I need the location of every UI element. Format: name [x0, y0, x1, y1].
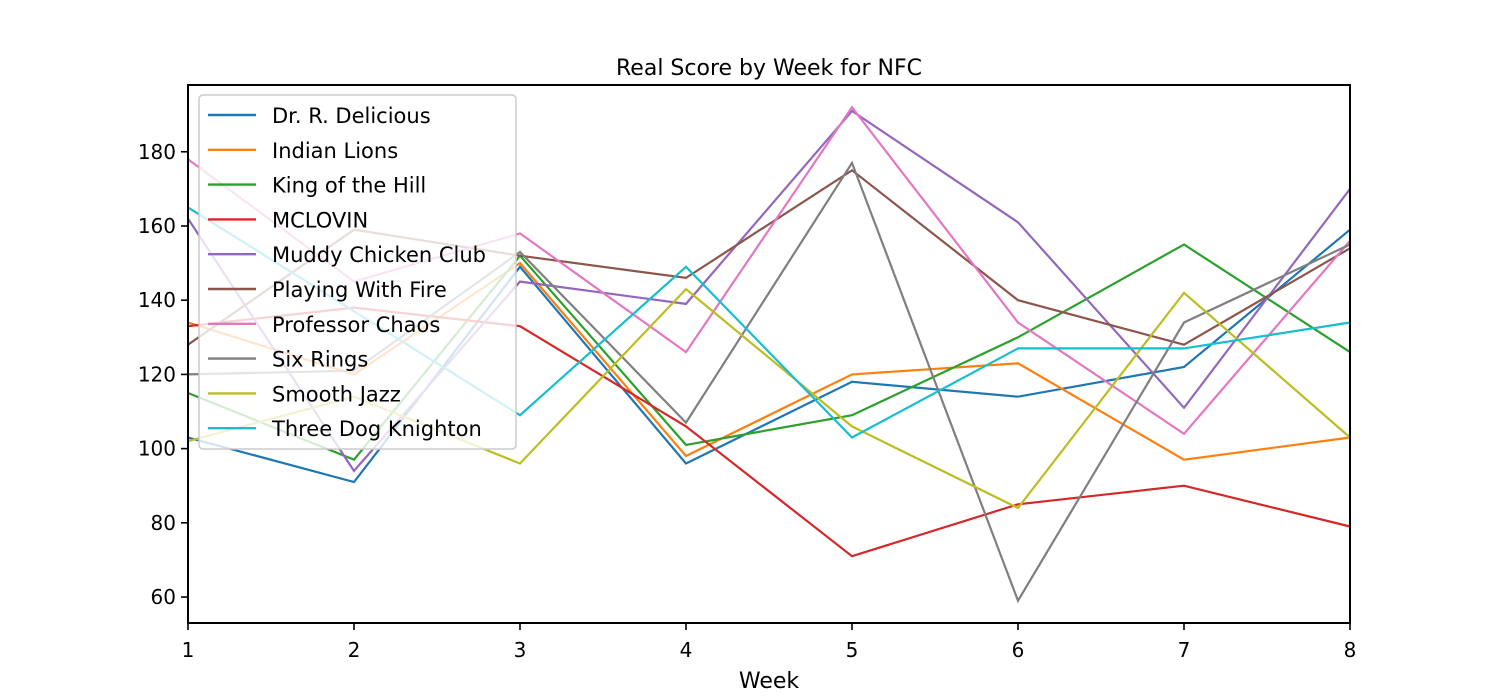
y-tick-label: 120	[138, 362, 176, 386]
legend-box	[198, 94, 517, 450]
y-tick-label: 140	[138, 288, 176, 312]
chart-title: Real Score by Week for NFC	[616, 56, 922, 81]
legend-label-0: Dr. R. Delicious	[272, 104, 431, 128]
legend-label-5: Playing With Fire	[272, 278, 447, 302]
x-tick-label: 7	[1178, 638, 1191, 662]
x-tick-label: 1	[182, 638, 195, 662]
legend-label-4: Muddy Chicken Club	[272, 243, 486, 267]
x-tick-label: 3	[514, 638, 527, 662]
y-tick-label: 100	[138, 437, 176, 461]
legend-label-3: MCLOVIN	[272, 208, 368, 232]
legend-label-2: King of the Hill	[272, 174, 426, 198]
x-axis-label: Week	[739, 669, 800, 694]
legend-label-6: Professor Chaos	[272, 313, 440, 337]
legend: Dr. R. Delicious Indian Lions King of the …	[198, 94, 517, 450]
y-tick-label: 60	[151, 585, 176, 609]
y-tick-label: 160	[138, 214, 176, 238]
x-tick-label: 8	[1344, 638, 1357, 662]
legend-label-8: Smooth Jazz	[272, 382, 401, 406]
x-tick-label: 4	[680, 638, 693, 662]
legend-label-9: Three Dog Knighton	[271, 417, 482, 441]
y-tick-label: 180	[138, 140, 176, 164]
x-tick-label: 5	[846, 638, 859, 662]
legend-label-7: Six Rings	[272, 348, 368, 372]
x-tick-label: 6	[1012, 638, 1025, 662]
y-axis-ticks: 60 80 100 120 140 160 180	[138, 140, 188, 609]
x-axis-ticks: 1 2 3 4 5 6 7 8	[182, 623, 1357, 662]
y-tick-label: 80	[151, 511, 176, 535]
legend-label-1: Indian Lions	[272, 139, 398, 163]
plot-area-frame	[187, 84, 1351, 624]
x-tick-label: 2	[348, 638, 361, 662]
